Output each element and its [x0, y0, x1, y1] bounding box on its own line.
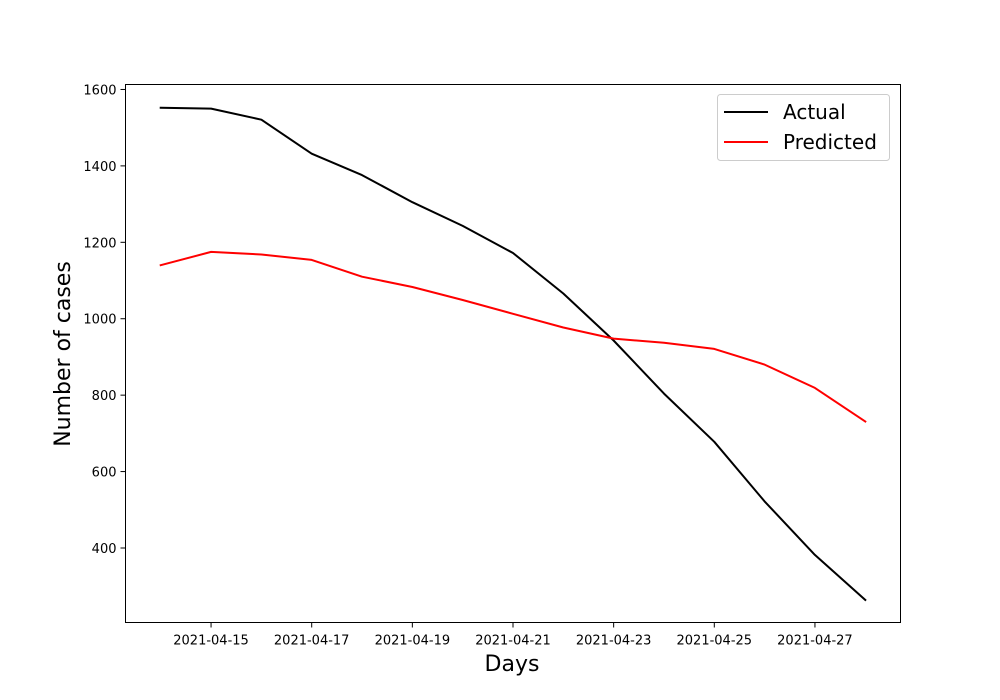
x-axis-title: Days: [485, 652, 540, 677]
y-tick-label: 1400: [83, 160, 116, 175]
series-line-predicted: [159, 250, 867, 423]
plot-lines: [159, 106, 867, 602]
x-axis-ticks: 2021-04-15 2021-04-17 2021-04-19 2021-04-21…: [173, 622, 853, 649]
y-tick-label: 800: [92, 389, 117, 404]
x-tick-label: 2021-04-19: [375, 634, 451, 649]
x-tick-label: 2021-04-15: [173, 634, 249, 649]
legend: Actual Predicted: [717, 94, 890, 161]
y-axis-title: Number of cases: [51, 261, 76, 447]
x-tick-label: 2021-04-17: [274, 634, 350, 649]
x-tick-label: 2021-04-23: [576, 634, 652, 649]
y-tick-label: 1200: [83, 236, 116, 251]
x-tick-label: 2021-04-25: [677, 634, 753, 649]
legend-label-actual: Actual: [783, 100, 846, 124]
y-tick-label: 400: [92, 542, 117, 557]
legend-label-predicted: Predicted: [783, 130, 877, 154]
x-tick-label: 2021-04-27: [777, 634, 853, 649]
y-tick-label: 600: [92, 466, 117, 481]
y-tick-label: 1600: [83, 83, 116, 98]
y-tick-label: 1000: [83, 313, 116, 328]
x-tick-label: 2021-04-21: [475, 634, 551, 649]
plot-area-frame: [125, 84, 901, 623]
series-line-actual: [159, 106, 867, 602]
y-axis-ticks: 400 600 800 1000 1200 1400 1600: [83, 83, 126, 557]
